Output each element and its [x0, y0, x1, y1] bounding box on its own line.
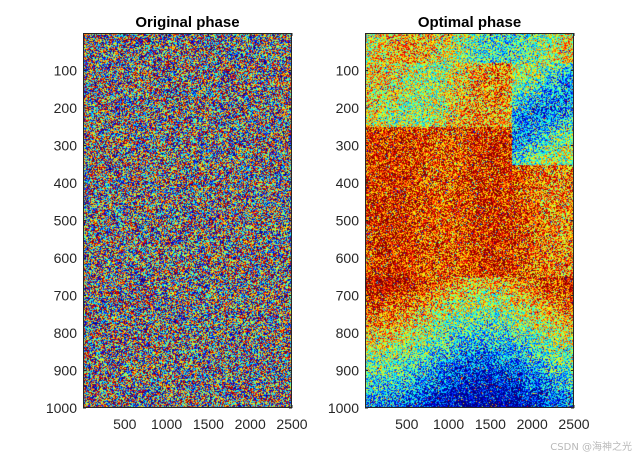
x-tick-label: 1500: [475, 416, 506, 432]
y-tick-label: 200: [336, 100, 360, 116]
y-tick-label: 100: [336, 63, 360, 79]
x-tick-label: 500: [395, 416, 419, 432]
phase-heatmap-image: [365, 33, 574, 408]
subplot-title: Optimal phase: [418, 14, 521, 31]
y-tick-label: 800: [54, 325, 78, 341]
x-tick-label: 2500: [276, 416, 307, 432]
y-tick-label: 400: [54, 175, 78, 191]
x-tick-label: 500: [113, 416, 137, 432]
x-tick-label: 1500: [193, 416, 224, 432]
y-tick-label: 1000: [328, 400, 359, 416]
x-tick-label: 2000: [235, 416, 266, 432]
x-tick-label: 2000: [517, 416, 548, 432]
y-tick-label: 700: [336, 288, 360, 304]
subplot-title: Original phase: [135, 14, 239, 31]
y-tick-label: 100: [54, 63, 78, 79]
subplot-1: Original phase 500 1000 1500 2000 2500 100 200 3…: [46, 14, 308, 432]
y-tick-label: 500: [54, 213, 78, 229]
y-tick-label: 900: [54, 363, 78, 379]
y-tick-label: 600: [54, 250, 78, 266]
y-tick-label: 900: [336, 363, 360, 379]
y-tick-label: 400: [336, 175, 360, 191]
subplot-2: Optimal phase 500 1000 1500 2000 2500 100 200 30…: [328, 14, 590, 432]
watermark-text: CSDN @海神之光: [550, 442, 632, 453]
y-tick-label: 500: [336, 213, 360, 229]
phase-heatmap-image: [83, 33, 292, 408]
y-tick-label: 300: [54, 138, 78, 154]
y-tick-label: 700: [54, 288, 78, 304]
y-tick-label: 800: [336, 325, 360, 341]
y-tick-label: 600: [336, 250, 360, 266]
y-tick-label: 1000: [46, 400, 77, 416]
x-tick-label: 1000: [433, 416, 464, 432]
x-tick-label: 2500: [558, 416, 589, 432]
y-tick-label: 200: [54, 100, 78, 116]
x-tick-label: 1000: [151, 416, 182, 432]
y-tick-label: 300: [336, 138, 360, 154]
